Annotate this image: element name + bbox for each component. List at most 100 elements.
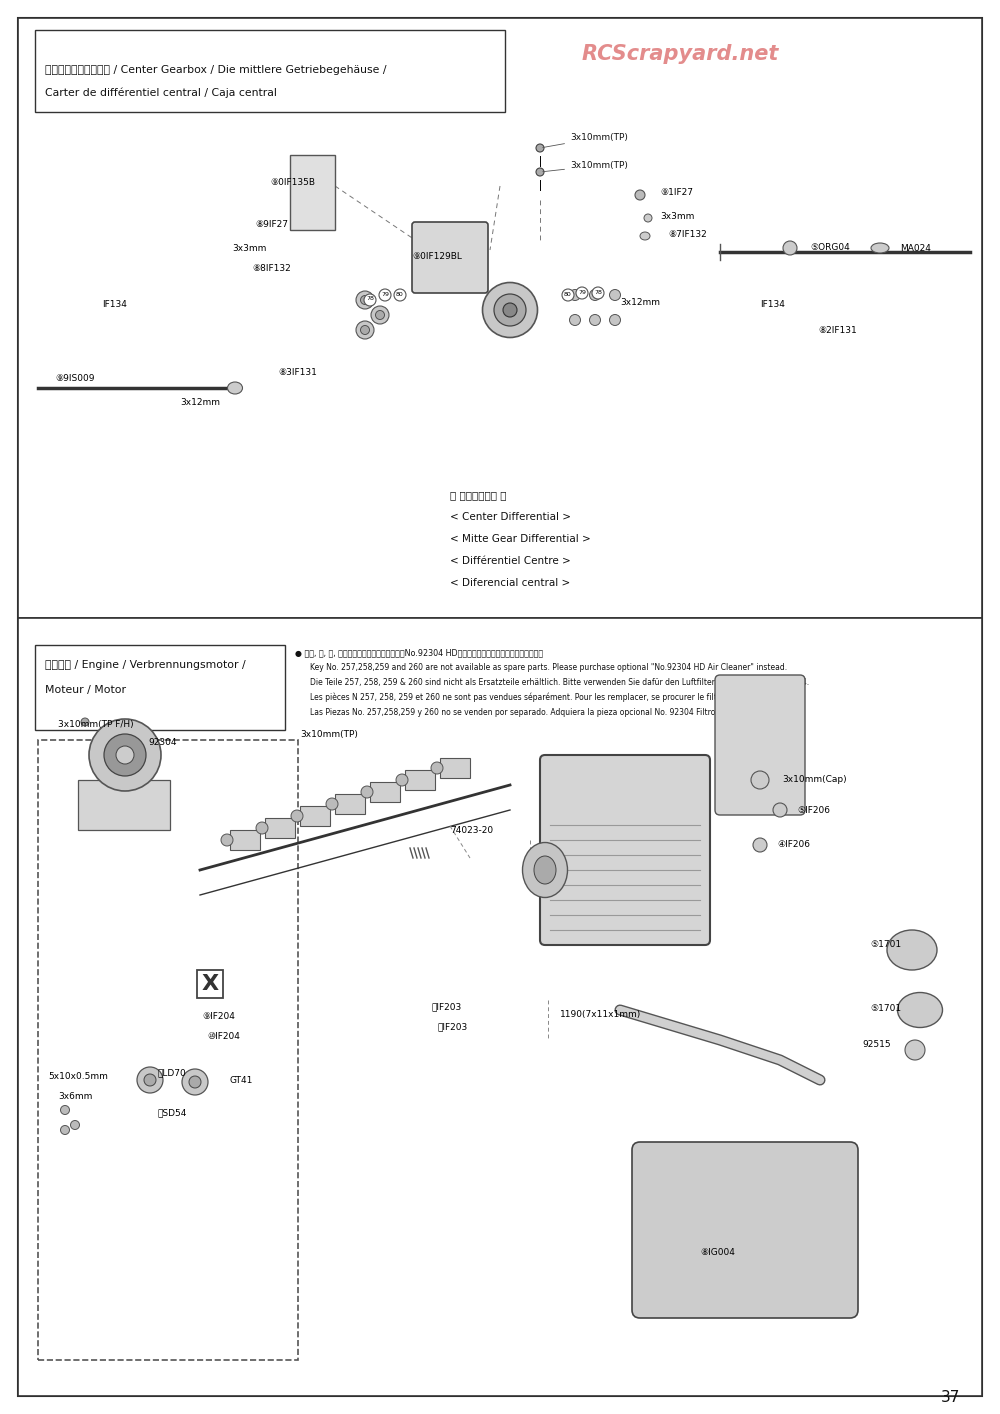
Text: Les pièces N 257, 258, 259 et 260 ne sont pas vendues séparément. Pour les rempl: Les pièces N 257, 258, 259 et 260 ne son… (310, 693, 790, 703)
Ellipse shape (356, 291, 374, 310)
Text: 78: 78 (594, 290, 602, 294)
Ellipse shape (783, 240, 797, 255)
Ellipse shape (610, 290, 620, 301)
Text: 92304: 92304 (148, 738, 176, 747)
Text: ⑨9IS009: ⑨9IS009 (55, 373, 94, 383)
Text: 92515: 92515 (862, 1041, 891, 1049)
Ellipse shape (360, 296, 370, 304)
Ellipse shape (228, 382, 242, 395)
Ellipse shape (773, 803, 787, 817)
Ellipse shape (81, 718, 89, 725)
Ellipse shape (503, 303, 517, 317)
Text: 3x3mm: 3x3mm (232, 245, 266, 253)
Ellipse shape (522, 843, 568, 898)
Text: 78: 78 (366, 297, 374, 301)
Ellipse shape (871, 243, 889, 253)
Text: IF134: IF134 (102, 300, 127, 310)
Ellipse shape (60, 1106, 70, 1114)
FancyBboxPatch shape (540, 755, 710, 945)
Ellipse shape (60, 1126, 70, 1134)
Text: < Center Differential >: < Center Differential > (450, 512, 571, 522)
Text: ④IF206: ④IF206 (777, 840, 810, 848)
Ellipse shape (376, 311, 384, 320)
Text: IF134: IF134 (760, 300, 785, 310)
Bar (18, 18, 982, 618)
Text: 80: 80 (564, 291, 572, 297)
Ellipse shape (570, 290, 580, 301)
Ellipse shape (364, 294, 376, 305)
Text: < Diferencial central >: < Diferencial central > (450, 578, 570, 588)
Bar (35, 30, 505, 112)
Text: ⑨1IF27: ⑨1IF27 (660, 188, 693, 197)
Ellipse shape (70, 1120, 80, 1130)
Bar (78, 781, 170, 830)
Text: ⑨0IF135B: ⑨0IF135B (270, 178, 315, 187)
Text: ＜ センターデフ ＞: ＜ センターデフ ＞ (450, 491, 507, 501)
Text: MA024: MA024 (900, 245, 931, 253)
Ellipse shape (610, 314, 620, 325)
Text: ⑬IF203: ⑬IF203 (437, 1022, 467, 1031)
Text: 79: 79 (381, 291, 389, 297)
Bar (265, 819, 295, 839)
Bar (18, 618, 982, 1396)
Ellipse shape (644, 214, 652, 222)
Text: Die Teile 257, 258, 259 & 260 sind nicht als Ersatzteile erhältlich. Bitte verwe: Die Teile 257, 258, 259 & 260 sind nicht… (310, 677, 809, 687)
Text: < Mitte Gear Differential >: < Mitte Gear Differential > (450, 534, 591, 544)
Ellipse shape (371, 305, 389, 324)
Text: 3x10mm(TP): 3x10mm(TP) (300, 730, 358, 740)
Ellipse shape (576, 287, 588, 298)
Text: 3x10mm(TP F/H): 3x10mm(TP F/H) (58, 720, 134, 730)
Text: ● 　⑳, ㉕, ㉖, ㉗はパーツ販売していません。No.92304 HDエアークリーナーを使用してください。: ● ⑳, ㉕, ㉖, ㉗はパーツ販売していません。No.92304 HDエアーク… (295, 648, 543, 658)
Bar (405, 771, 435, 790)
Ellipse shape (635, 189, 645, 199)
Text: 3x10mm(TP): 3x10mm(TP) (543, 161, 628, 171)
Text: Moteur / Motor: Moteur / Motor (45, 684, 126, 696)
Ellipse shape (182, 1069, 208, 1094)
Text: X: X (201, 974, 219, 994)
Text: ⑨IF204: ⑨IF204 (202, 1012, 235, 1021)
Text: 3x12mm: 3x12mm (620, 298, 660, 307)
Text: エンジン / Engine / Verbrennungsmotor /: エンジン / Engine / Verbrennungsmotor / (45, 660, 246, 670)
FancyBboxPatch shape (715, 674, 805, 814)
Text: 79: 79 (578, 290, 586, 294)
Ellipse shape (590, 290, 600, 301)
Text: 37: 37 (941, 1390, 960, 1406)
Ellipse shape (536, 144, 544, 151)
Bar (335, 795, 365, 814)
Text: ⑤1701: ⑤1701 (870, 1004, 901, 1012)
Ellipse shape (89, 718, 161, 790)
Text: Las Piezas No. 257,258,259 y 260 no se venden por separado. Adquiera la pieza op: Las Piezas No. 257,258,259 y 260 no se v… (310, 708, 735, 717)
Ellipse shape (144, 1075, 156, 1086)
Ellipse shape (431, 762, 443, 773)
Bar (440, 758, 470, 778)
Ellipse shape (494, 294, 526, 327)
Text: 3x6mm: 3x6mm (58, 1092, 92, 1102)
Text: ⑫SD54: ⑫SD54 (157, 1109, 186, 1117)
Text: 3x3mm: 3x3mm (660, 212, 694, 221)
Ellipse shape (356, 321, 374, 339)
Ellipse shape (898, 993, 942, 1028)
Text: 3x10mm(Cap): 3x10mm(Cap) (782, 775, 847, 783)
Bar (35, 645, 285, 730)
Ellipse shape (137, 1068, 163, 1093)
Ellipse shape (640, 232, 650, 240)
Text: 1190(7x11x1mm): 1190(7x11x1mm) (560, 1010, 641, 1019)
Text: ⑤ORG04: ⑤ORG04 (810, 243, 850, 252)
Text: < Différentiel Centre >: < Différentiel Centre > (450, 556, 571, 566)
Text: 74023-20: 74023-20 (450, 826, 493, 836)
Text: 3x12mm: 3x12mm (180, 397, 220, 407)
Text: ⑧8IF132: ⑧8IF132 (252, 264, 291, 273)
Ellipse shape (189, 1076, 201, 1087)
Ellipse shape (905, 1041, 925, 1060)
FancyBboxPatch shape (412, 222, 488, 293)
Ellipse shape (534, 855, 556, 884)
Bar (230, 830, 260, 850)
Text: 80: 80 (396, 291, 404, 297)
FancyBboxPatch shape (290, 156, 335, 230)
Ellipse shape (326, 797, 338, 810)
Ellipse shape (562, 288, 574, 301)
Ellipse shape (104, 734, 146, 776)
Text: ⑧7IF132: ⑧7IF132 (668, 230, 707, 239)
Ellipse shape (360, 325, 370, 335)
Text: ⑭IF203: ⑭IF203 (432, 1003, 462, 1011)
